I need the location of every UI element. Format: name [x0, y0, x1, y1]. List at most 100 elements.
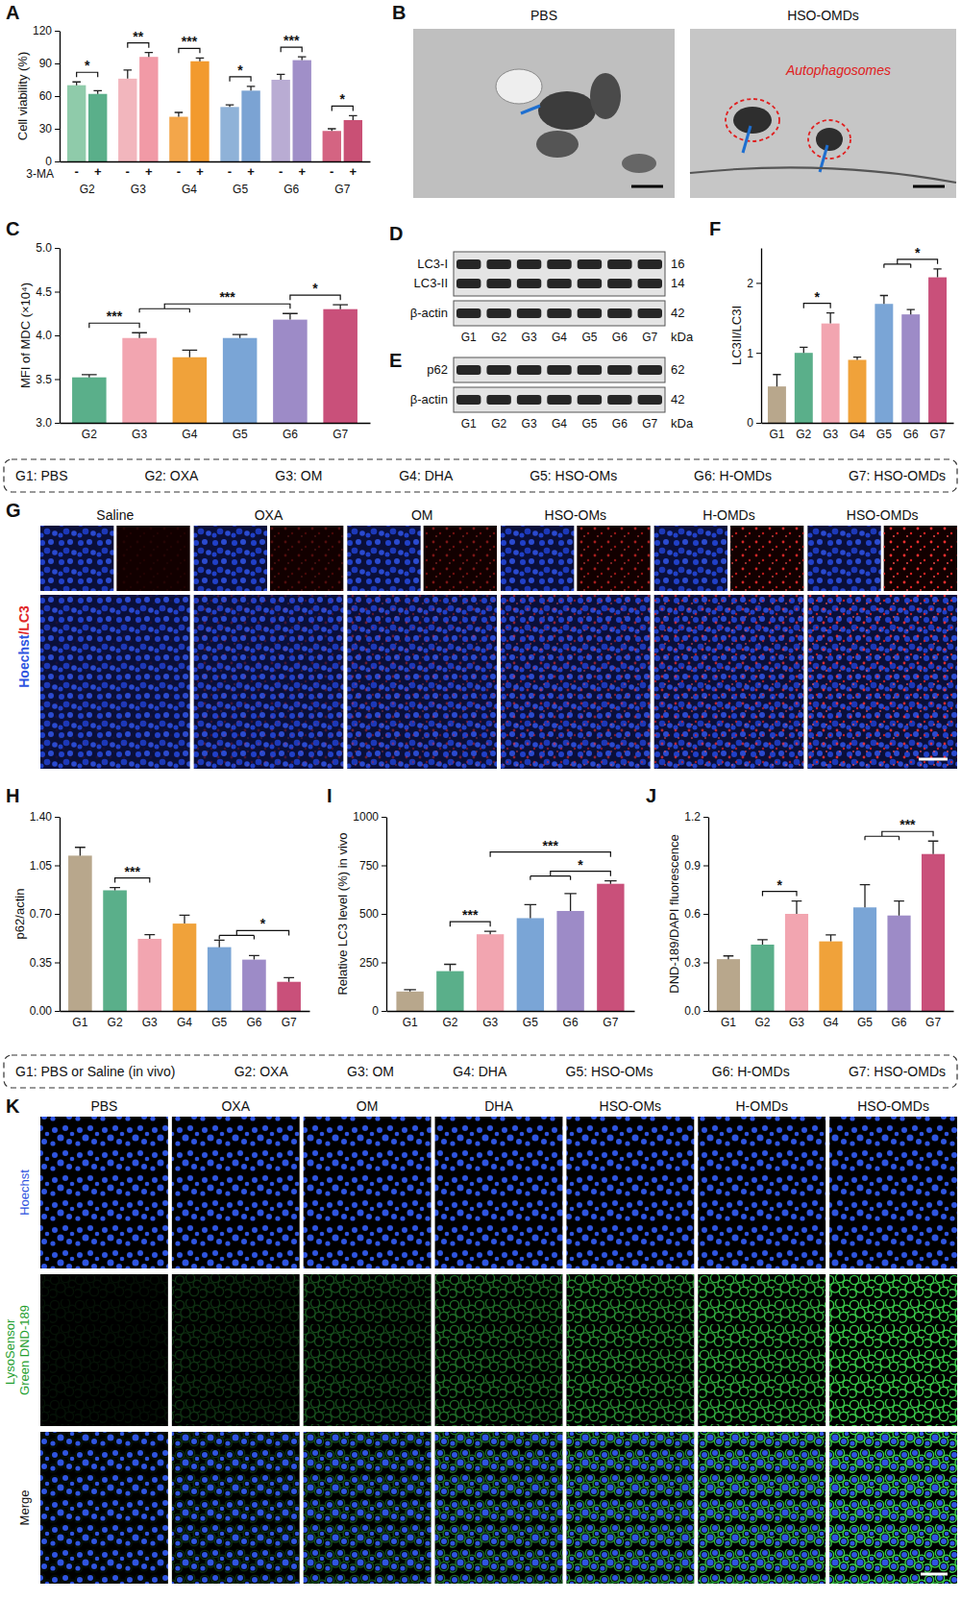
micrograph-signal — [270, 525, 344, 592]
y-tick-mark — [703, 865, 709, 867]
error-bar — [131, 332, 148, 338]
micrograph — [40, 1431, 169, 1584]
blot-band — [607, 394, 632, 405]
blot-row-label: β-actin — [410, 392, 448, 407]
blot-row-label: LC3-I — [417, 256, 448, 272]
error-bar — [825, 935, 837, 942]
micrograph — [40, 594, 191, 769]
y-tick: 60 — [39, 89, 60, 103]
micrograph — [697, 1431, 826, 1584]
row-label: Hoechst — [17, 1169, 32, 1216]
y-tick-label: 0.9 — [684, 859, 701, 873]
blot-membrane — [453, 251, 666, 296]
micrograph-signal — [884, 525, 958, 592]
text-line: MFI of MDC (×10⁴) — [18, 282, 33, 389]
group-key: G1: PBSG2: OXAG3: OMG4: DHAG5: HSO-OMsG6… — [3, 459, 958, 493]
panel-letter: A — [5, 1, 20, 24]
micrograph-signal — [423, 525, 497, 592]
autophagosome — [733, 106, 772, 134]
group-key-item: G7: HSO-OMDs — [848, 468, 946, 484]
y-tick: 0 — [746, 416, 762, 430]
micrograph-signal — [566, 1431, 694, 1584]
y-tick-mark — [54, 63, 60, 65]
x-tick-label: G5 — [232, 182, 248, 197]
x-tick: G7 — [602, 1010, 618, 1030]
micrograph — [346, 594, 497, 769]
group-key-item: G5: HSO-OMs — [566, 1063, 654, 1080]
significance-bracket — [530, 871, 611, 881]
error-bar — [772, 374, 781, 387]
x-tick: G3 — [822, 422, 838, 442]
bar — [272, 320, 308, 423]
organelle — [538, 91, 596, 130]
micrograph-signal — [172, 1274, 300, 1427]
y-tick-label: 0.0 — [684, 1004, 701, 1018]
bar — [874, 303, 893, 423]
y-tick-label: 60 — [39, 89, 53, 103]
bar-chart-panel: F012G1G2G3G4G5G6G7LC3II/LC3I** — [709, 218, 955, 442]
bar-chart-panel: C3.03.54.04.55.0G2G3G4G5G6G7MFI of MDC (… — [5, 218, 371, 442]
x-tick: G7 — [925, 1010, 941, 1030]
error-bar — [74, 847, 86, 857]
column-title: HSO-OMs — [544, 507, 608, 523]
x-tick: G5 — [876, 422, 892, 442]
text-line: DND-189/DAPI fluorescence — [666, 834, 682, 993]
y-tick: 1.05 — [29, 859, 60, 873]
bar — [172, 923, 198, 1011]
organelle — [536, 130, 579, 158]
y-tick-mark — [54, 962, 60, 964]
y-tick: 250 — [359, 956, 387, 970]
column-title: HSO-OMs — [599, 1098, 663, 1114]
x-tick: G6 — [903, 422, 919, 442]
series-label: + — [196, 164, 204, 179]
micrograph — [697, 1116, 826, 1269]
x-tick: G2 — [442, 1010, 458, 1030]
y-tick: 0.00 — [29, 1004, 60, 1018]
x-axis-line — [762, 422, 955, 424]
significance-label: ** — [132, 28, 144, 45]
x-tick: G1 — [72, 1010, 88, 1030]
significance-label: *** — [106, 308, 124, 324]
x-axis-line — [60, 161, 371, 163]
y-axis-title: LC3II/LC3I — [729, 305, 744, 366]
error-bar — [403, 989, 416, 992]
error-bar — [907, 309, 915, 315]
y-tick-label: 1.05 — [29, 859, 53, 873]
error-bar — [72, 81, 81, 85]
y-tick: 2 — [746, 276, 762, 291]
error-bar — [348, 115, 358, 121]
micrograph — [807, 594, 958, 769]
micrograph — [40, 1116, 169, 1269]
x-tick-label: G3 — [142, 1015, 158, 1030]
y-tick-mark — [381, 816, 387, 818]
micrograph — [829, 1431, 958, 1584]
column-title: PBS — [90, 1098, 118, 1114]
blot-band — [638, 365, 663, 375]
autophagosome-outline — [725, 98, 780, 142]
micrograph-signal — [40, 1274, 169, 1427]
y-tick-label: 3.0 — [35, 416, 52, 430]
error-bar — [145, 52, 154, 58]
y-tick: 0.9 — [684, 859, 709, 873]
y-tick-mark — [703, 913, 709, 915]
error-bar — [232, 334, 248, 339]
y-tick-mark — [756, 352, 762, 354]
micrograph — [884, 525, 958, 592]
bar — [476, 934, 504, 1011]
y-tick-label: 1000 — [352, 810, 379, 824]
y-tick-label: 500 — [359, 907, 379, 921]
x-tick: G2 — [754, 1010, 770, 1030]
significance-label: *** — [542, 837, 560, 854]
y-tick-mark — [54, 30, 60, 32]
x-tick-label: G4 — [181, 427, 198, 442]
x-tick-label: G6 — [903, 427, 919, 442]
x-tick-label: G7 — [332, 427, 348, 442]
y-axis-line — [761, 248, 763, 424]
micrograph — [730, 525, 804, 592]
blot-band — [517, 394, 542, 405]
bar — [887, 915, 911, 1011]
blot-band — [486, 308, 511, 319]
bar-chart-panel: J0.00.30.60.91.2G1G2G3G4G5G6G7DND-189/DA… — [645, 785, 955, 1030]
error-bar — [484, 931, 496, 935]
y-tick-mark — [381, 962, 387, 964]
